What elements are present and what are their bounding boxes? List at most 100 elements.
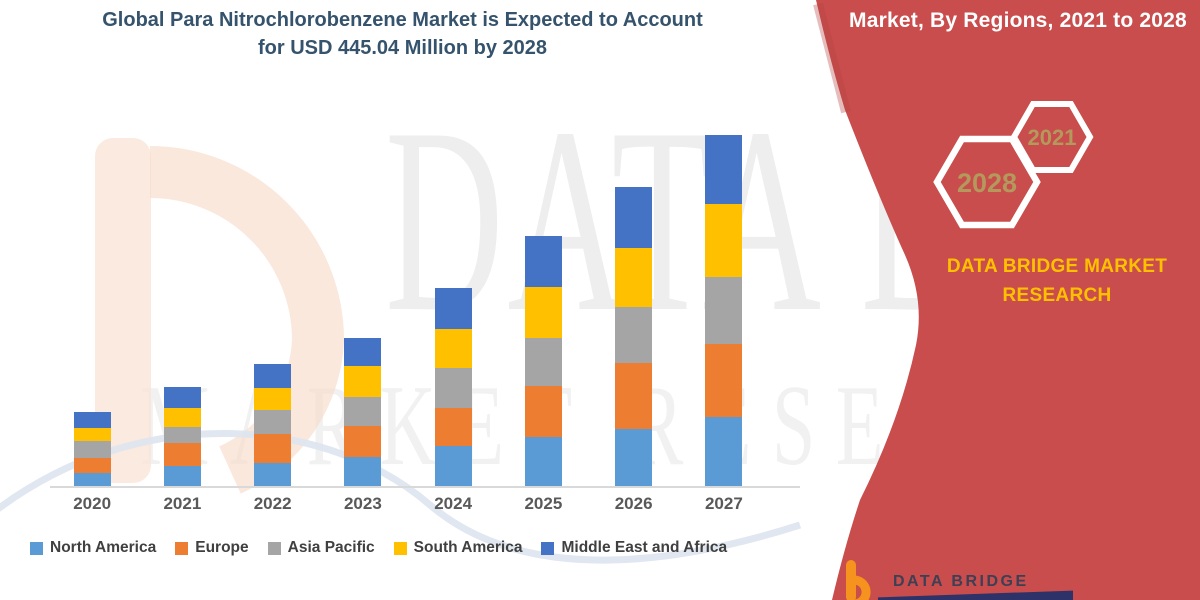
bar-column xyxy=(318,100,408,487)
bar-column xyxy=(679,100,769,487)
bar-segment xyxy=(254,388,292,410)
bar-segment xyxy=(163,443,201,466)
footer-logo: DATA BRIDGE xyxy=(843,560,1029,600)
bar-segment xyxy=(434,288,472,329)
bar-segment xyxy=(434,446,472,487)
banner-heading: Market, By Regions, 2021 to 2028 xyxy=(849,9,1187,32)
x-tick-label: 2020 xyxy=(73,494,112,513)
legend-swatch xyxy=(267,541,281,555)
legend-swatch xyxy=(30,541,43,555)
bar-segment xyxy=(524,437,562,487)
stacked-bar-2025 xyxy=(524,236,562,487)
bar-segment xyxy=(254,434,292,463)
bar-column xyxy=(47,100,137,487)
bar-segment xyxy=(73,473,111,487)
chart-legend: North America Europe Asia Pacific South Ame… xyxy=(30,539,775,557)
bar-segment xyxy=(705,135,743,204)
x-tick-label: 2027 xyxy=(704,494,743,513)
bar-segment xyxy=(344,457,382,487)
bar-segment xyxy=(705,277,743,344)
data-bridge-b-icon xyxy=(846,560,871,600)
chart-title-line1: Global Para Nitrochlorobenzene Market is… xyxy=(102,9,703,31)
bar-column xyxy=(137,100,227,487)
stacked-bar-2021 xyxy=(163,387,201,487)
bar-segment xyxy=(73,412,111,428)
x-tick-label: 2025 xyxy=(524,494,563,513)
x-axis-labels: 2020 2021 2022 2023 2024 2025 2026 2027 xyxy=(47,494,769,514)
x-tick-label: 2022 xyxy=(253,494,292,513)
hexagon-2028-label: 2028 xyxy=(957,168,1017,198)
legend-swatch xyxy=(541,541,555,555)
hexagon-2028 xyxy=(933,135,1041,229)
x-tick-label: 2021 xyxy=(163,494,202,513)
stacked-bar-2027 xyxy=(705,135,743,487)
bar-segment xyxy=(73,441,111,458)
legend-item: Middle East and Africa xyxy=(541,539,727,557)
bar-segment xyxy=(434,408,472,446)
bar-segment xyxy=(73,428,111,441)
bar-segment xyxy=(615,307,653,363)
legend-label: Asia Pacific xyxy=(287,539,375,556)
legend-swatch xyxy=(393,541,407,555)
legend-item: North America xyxy=(30,539,156,557)
bar-segment xyxy=(705,344,743,417)
bar-segment xyxy=(254,463,292,487)
stacked-bar-2020 xyxy=(73,412,111,487)
bar-segment xyxy=(705,204,743,277)
x-axis-line xyxy=(50,486,800,488)
bar-segment xyxy=(524,338,562,386)
watermark-swoosh-curve xyxy=(0,429,802,564)
bar-chart xyxy=(47,100,769,487)
bar-segment xyxy=(163,466,201,487)
bar-segment xyxy=(705,417,743,487)
chart-title: Global Para Nitrochlorobenzene Market is… xyxy=(30,6,775,63)
legend-item: Asia Pacific xyxy=(267,539,375,557)
bar-segment xyxy=(344,426,382,457)
bar-column xyxy=(498,100,588,487)
bar-segment xyxy=(163,427,201,443)
legend-label: Europe xyxy=(195,539,249,556)
legend-label: South America xyxy=(413,539,523,556)
bar-segment xyxy=(254,410,292,434)
bar-column xyxy=(408,100,498,487)
bar-segment xyxy=(254,364,292,388)
bar-column xyxy=(228,100,318,487)
legend-item: Europe xyxy=(175,539,249,557)
bar-segment xyxy=(524,386,562,437)
bar-segment xyxy=(615,187,653,248)
bar-segment xyxy=(524,236,562,287)
bar-segment xyxy=(163,408,201,427)
banner-brand-line1: DATA BRIDGE MARKET xyxy=(946,256,1168,277)
bar-segment xyxy=(344,366,382,397)
bar-segment xyxy=(163,387,201,408)
x-tick-label: 2023 xyxy=(343,494,382,513)
bar-segment xyxy=(344,338,382,366)
x-tick-label: 2026 xyxy=(614,494,653,513)
stacked-bar-2022 xyxy=(254,364,292,487)
banner-brand-text: DATA BRIDGE MARKET RESEARCH xyxy=(917,252,1197,311)
bar-segment xyxy=(344,397,382,426)
legend-item: South America xyxy=(393,539,523,557)
banner-brand-line2: RESEARCH xyxy=(1002,285,1112,307)
legend-label: Middle East and Africa xyxy=(561,539,728,556)
stacked-bar-2023 xyxy=(344,338,382,487)
stacked-bar-2026 xyxy=(615,187,653,487)
bar-segment xyxy=(434,329,472,368)
hexagon-badges: 2021 2028 xyxy=(933,101,1094,229)
footer-brand-text: DATA BRIDGE xyxy=(893,573,1029,590)
legend-swatch xyxy=(175,541,189,555)
bar-segment xyxy=(615,429,653,487)
bar-segment xyxy=(615,248,653,307)
bar-segment xyxy=(73,458,111,473)
bar-segment xyxy=(524,287,562,338)
bar-segment xyxy=(434,368,472,408)
x-tick-label: 2024 xyxy=(434,494,473,513)
bar-column xyxy=(589,100,679,487)
hexagon-2021-label: 2021 xyxy=(1028,125,1077,150)
stacked-bar-2024 xyxy=(434,288,472,487)
chart-title-line2: for USD 445.04 Million by 2028 xyxy=(258,37,547,60)
legend-label: North America xyxy=(50,539,157,556)
bar-segment xyxy=(615,363,653,429)
